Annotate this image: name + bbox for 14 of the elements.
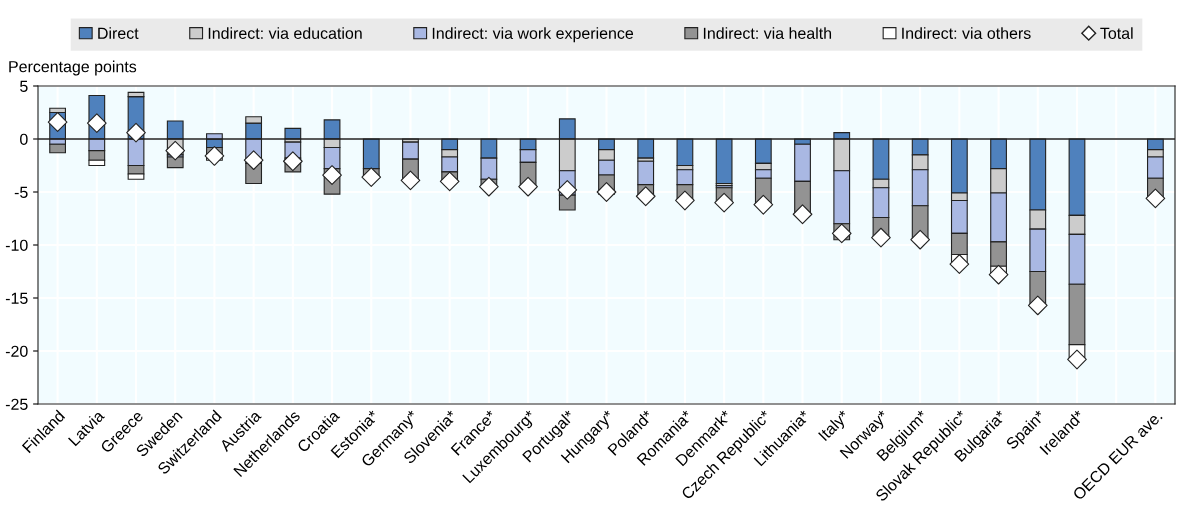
- legend-label: Direct: [98, 27, 139, 39]
- legend-label: Total: [1100, 27, 1133, 39]
- y-tick-label: -5: [14, 186, 28, 198]
- y-tick-label: -15: [5, 292, 28, 304]
- y-tick-label: -10: [5, 239, 28, 251]
- legend-label: Indirect: via others: [902, 27, 1031, 39]
- legend-label: Indirect: via work experience: [432, 27, 634, 43]
- legend-label: Indirect: via health: [703, 27, 832, 39]
- legend-label: Indirect: via education: [208, 27, 362, 39]
- y-tick-label: -25: [5, 398, 28, 410]
- y-tick-label: 0: [20, 133, 28, 145]
- y-tick-label: -20: [5, 345, 28, 357]
- y-axis-title: Percentage points: [9, 60, 137, 76]
- y-tick-label: 5: [20, 80, 28, 92]
